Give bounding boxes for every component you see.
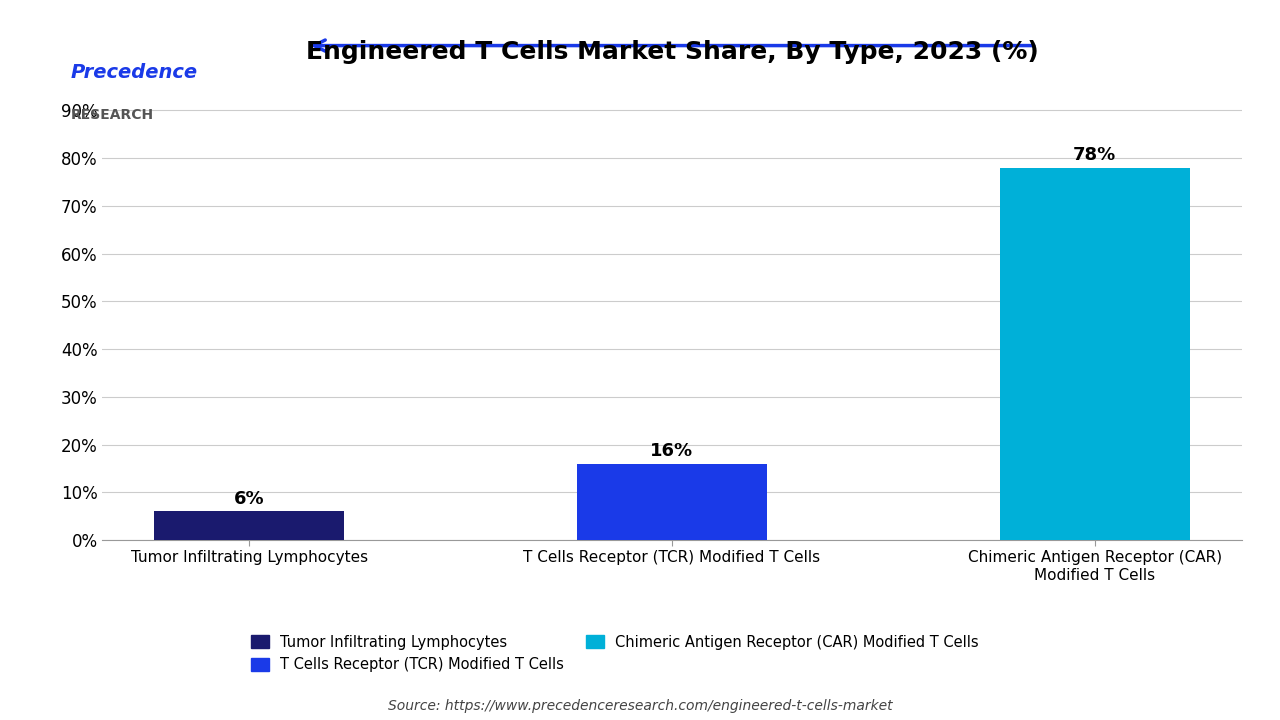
- Text: 16%: 16%: [650, 442, 694, 460]
- Bar: [1000, 168, 1190, 540]
- Text: Source: https://www.precedenceresearch.com/engineered-t-cells-market: Source: https://www.precedenceresearch.c…: [388, 699, 892, 713]
- Title: Engineered T Cells Market Share, By Type, 2023 (%): Engineered T Cells Market Share, By Type…: [306, 40, 1038, 63]
- Legend: Tumor Infiltrating Lymphocytes, T Cells Receptor (TCR) Modified T Cells, Chimeri: Tumor Infiltrating Lymphocytes, T Cells …: [246, 629, 984, 678]
- Bar: [577, 464, 767, 540]
- Text: 78%: 78%: [1073, 145, 1116, 163]
- Bar: [154, 511, 344, 540]
- Text: RESEARCH: RESEARCH: [70, 108, 154, 122]
- Text: 6%: 6%: [234, 490, 265, 508]
- Text: Precedence: Precedence: [70, 63, 197, 81]
